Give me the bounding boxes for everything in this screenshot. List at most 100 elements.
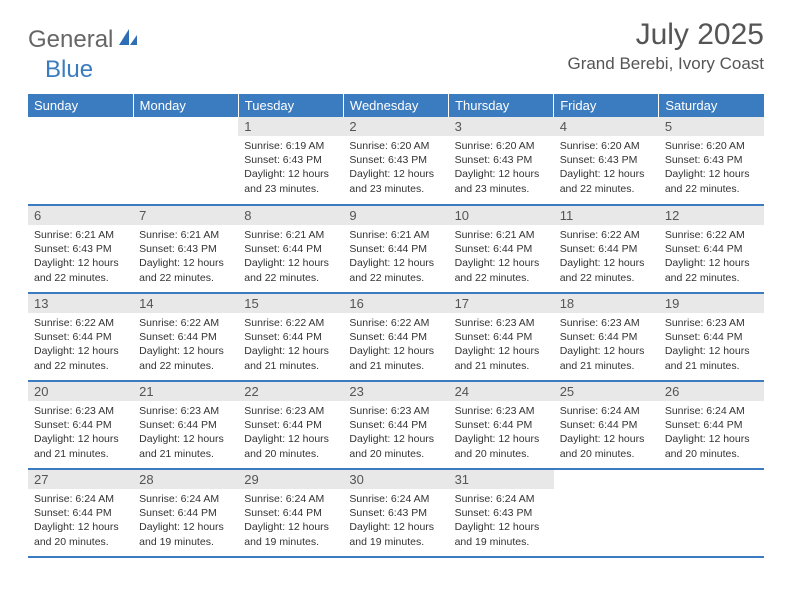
day-content: Sunrise: 6:20 AMSunset: 6:43 PMDaylight:… <box>554 136 659 199</box>
day-number: 3 <box>449 117 554 136</box>
day-content: Sunrise: 6:20 AMSunset: 6:43 PMDaylight:… <box>449 136 554 199</box>
day-content: Sunrise: 6:19 AMSunset: 6:43 PMDaylight:… <box>238 136 343 199</box>
day-number: 4 <box>554 117 659 136</box>
day-content: Sunrise: 6:20 AMSunset: 6:43 PMDaylight:… <box>343 136 448 199</box>
logo-sail-icon <box>117 26 139 54</box>
logo-text-general: General <box>28 26 113 54</box>
day-number: 9 <box>343 206 448 225</box>
calendar-day-cell: 28Sunrise: 6:24 AMSunset: 6:44 PMDayligh… <box>133 469 238 557</box>
calendar-day-cell: 12Sunrise: 6:22 AMSunset: 6:44 PMDayligh… <box>659 205 764 293</box>
calendar-day-cell: 22Sunrise: 6:23 AMSunset: 6:44 PMDayligh… <box>238 381 343 469</box>
day-content: Sunrise: 6:22 AMSunset: 6:44 PMDaylight:… <box>133 313 238 376</box>
dayname-wednesday: Wednesday <box>343 94 448 117</box>
day-number: 13 <box>28 294 133 313</box>
calendar-day-cell: 17Sunrise: 6:23 AMSunset: 6:44 PMDayligh… <box>449 293 554 381</box>
day-content: Sunrise: 6:24 AMSunset: 6:44 PMDaylight:… <box>659 401 764 464</box>
day-content: Sunrise: 6:24 AMSunset: 6:44 PMDaylight:… <box>554 401 659 464</box>
calendar-day-cell: 19Sunrise: 6:23 AMSunset: 6:44 PMDayligh… <box>659 293 764 381</box>
day-content: Sunrise: 6:23 AMSunset: 6:44 PMDaylight:… <box>133 401 238 464</box>
calendar-day-cell: 29Sunrise: 6:24 AMSunset: 6:44 PMDayligh… <box>238 469 343 557</box>
day-content: Sunrise: 6:23 AMSunset: 6:44 PMDaylight:… <box>343 401 448 464</box>
day-number: 21 <box>133 382 238 401</box>
day-number: 10 <box>449 206 554 225</box>
dayname-sunday: Sunday <box>28 94 133 117</box>
day-number: 15 <box>238 294 343 313</box>
dayname-row: Sunday Monday Tuesday Wednesday Thursday… <box>28 94 764 117</box>
day-number: 14 <box>133 294 238 313</box>
calendar-day-cell: 15Sunrise: 6:22 AMSunset: 6:44 PMDayligh… <box>238 293 343 381</box>
calendar-day-cell: 31Sunrise: 6:24 AMSunset: 6:43 PMDayligh… <box>449 469 554 557</box>
calendar-day-cell: 6Sunrise: 6:21 AMSunset: 6:43 PMDaylight… <box>28 205 133 293</box>
day-number: 22 <box>238 382 343 401</box>
day-content: Sunrise: 6:22 AMSunset: 6:44 PMDaylight:… <box>554 225 659 288</box>
calendar-day-cell: 7Sunrise: 6:21 AMSunset: 6:43 PMDaylight… <box>133 205 238 293</box>
day-number: 23 <box>343 382 448 401</box>
day-content: Sunrise: 6:24 AMSunset: 6:44 PMDaylight:… <box>28 489 133 552</box>
day-content: Sunrise: 6:22 AMSunset: 6:44 PMDaylight:… <box>238 313 343 376</box>
day-content: Sunrise: 6:20 AMSunset: 6:43 PMDaylight:… <box>659 136 764 199</box>
calendar-week-row: 27Sunrise: 6:24 AMSunset: 6:44 PMDayligh… <box>28 469 764 557</box>
day-content: Sunrise: 6:21 AMSunset: 6:44 PMDaylight:… <box>238 225 343 288</box>
day-number: 29 <box>238 470 343 489</box>
day-content: Sunrise: 6:22 AMSunset: 6:44 PMDaylight:… <box>659 225 764 288</box>
calendar-day-cell: 13Sunrise: 6:22 AMSunset: 6:44 PMDayligh… <box>28 293 133 381</box>
day-content: Sunrise: 6:23 AMSunset: 6:44 PMDaylight:… <box>554 313 659 376</box>
day-number: 24 <box>449 382 554 401</box>
day-content: Sunrise: 6:21 AMSunset: 6:43 PMDaylight:… <box>133 225 238 288</box>
day-number: 19 <box>659 294 764 313</box>
day-content: Sunrise: 6:23 AMSunset: 6:44 PMDaylight:… <box>449 401 554 464</box>
calendar-day-cell <box>133 117 238 205</box>
day-content: Sunrise: 6:23 AMSunset: 6:44 PMDaylight:… <box>659 313 764 376</box>
day-number: 20 <box>28 382 133 401</box>
calendar-day-cell: 30Sunrise: 6:24 AMSunset: 6:43 PMDayligh… <box>343 469 448 557</box>
day-content: Sunrise: 6:21 AMSunset: 6:43 PMDaylight:… <box>28 225 133 288</box>
day-content: Sunrise: 6:24 AMSunset: 6:43 PMDaylight:… <box>343 489 448 552</box>
calendar-day-cell: 16Sunrise: 6:22 AMSunset: 6:44 PMDayligh… <box>343 293 448 381</box>
day-content: Sunrise: 6:23 AMSunset: 6:44 PMDaylight:… <box>28 401 133 464</box>
calendar-day-cell: 2Sunrise: 6:20 AMSunset: 6:43 PMDaylight… <box>343 117 448 205</box>
dayname-saturday: Saturday <box>659 94 764 117</box>
day-number: 18 <box>554 294 659 313</box>
day-number: 5 <box>659 117 764 136</box>
day-content: Sunrise: 6:21 AMSunset: 6:44 PMDaylight:… <box>343 225 448 288</box>
day-number: 17 <box>449 294 554 313</box>
calendar-week-row: 1Sunrise: 6:19 AMSunset: 6:43 PMDaylight… <box>28 117 764 205</box>
day-number: 8 <box>238 206 343 225</box>
day-number: 30 <box>343 470 448 489</box>
day-content: Sunrise: 6:22 AMSunset: 6:44 PMDaylight:… <box>28 313 133 376</box>
location: Grand Berebi, Ivory Coast <box>567 54 764 74</box>
day-number: 16 <box>343 294 448 313</box>
day-number: 25 <box>554 382 659 401</box>
calendar-week-row: 20Sunrise: 6:23 AMSunset: 6:44 PMDayligh… <box>28 381 764 469</box>
calendar-day-cell: 1Sunrise: 6:19 AMSunset: 6:43 PMDaylight… <box>238 117 343 205</box>
calendar-table: Sunday Monday Tuesday Wednesday Thursday… <box>28 94 764 558</box>
title-block: July 2025 Grand Berebi, Ivory Coast <box>567 18 764 74</box>
calendar-day-cell: 18Sunrise: 6:23 AMSunset: 6:44 PMDayligh… <box>554 293 659 381</box>
day-number: 27 <box>28 470 133 489</box>
calendar-day-cell: 5Sunrise: 6:20 AMSunset: 6:43 PMDaylight… <box>659 117 764 205</box>
dayname-friday: Friday <box>554 94 659 117</box>
day-number: 1 <box>238 117 343 136</box>
dayname-monday: Monday <box>133 94 238 117</box>
calendar-day-cell: 21Sunrise: 6:23 AMSunset: 6:44 PMDayligh… <box>133 381 238 469</box>
calendar-day-cell: 9Sunrise: 6:21 AMSunset: 6:44 PMDaylight… <box>343 205 448 293</box>
month-title: July 2025 <box>567 18 764 52</box>
day-number: 6 <box>28 206 133 225</box>
day-content: Sunrise: 6:22 AMSunset: 6:44 PMDaylight:… <box>343 313 448 376</box>
calendar-day-cell: 26Sunrise: 6:24 AMSunset: 6:44 PMDayligh… <box>659 381 764 469</box>
calendar-day-cell: 11Sunrise: 6:22 AMSunset: 6:44 PMDayligh… <box>554 205 659 293</box>
dayname-thursday: Thursday <box>449 94 554 117</box>
calendar-day-cell: 23Sunrise: 6:23 AMSunset: 6:44 PMDayligh… <box>343 381 448 469</box>
calendar-day-cell: 27Sunrise: 6:24 AMSunset: 6:44 PMDayligh… <box>28 469 133 557</box>
day-content: Sunrise: 6:24 AMSunset: 6:44 PMDaylight:… <box>238 489 343 552</box>
logo: General <box>28 18 139 54</box>
day-content: Sunrise: 6:21 AMSunset: 6:44 PMDaylight:… <box>449 225 554 288</box>
calendar-day-cell: 10Sunrise: 6:21 AMSunset: 6:44 PMDayligh… <box>449 205 554 293</box>
day-number: 12 <box>659 206 764 225</box>
day-number: 31 <box>449 470 554 489</box>
day-number: 28 <box>133 470 238 489</box>
calendar-day-cell: 8Sunrise: 6:21 AMSunset: 6:44 PMDaylight… <box>238 205 343 293</box>
day-number: 7 <box>133 206 238 225</box>
day-content: Sunrise: 6:24 AMSunset: 6:44 PMDaylight:… <box>133 489 238 552</box>
calendar-day-cell <box>554 469 659 557</box>
